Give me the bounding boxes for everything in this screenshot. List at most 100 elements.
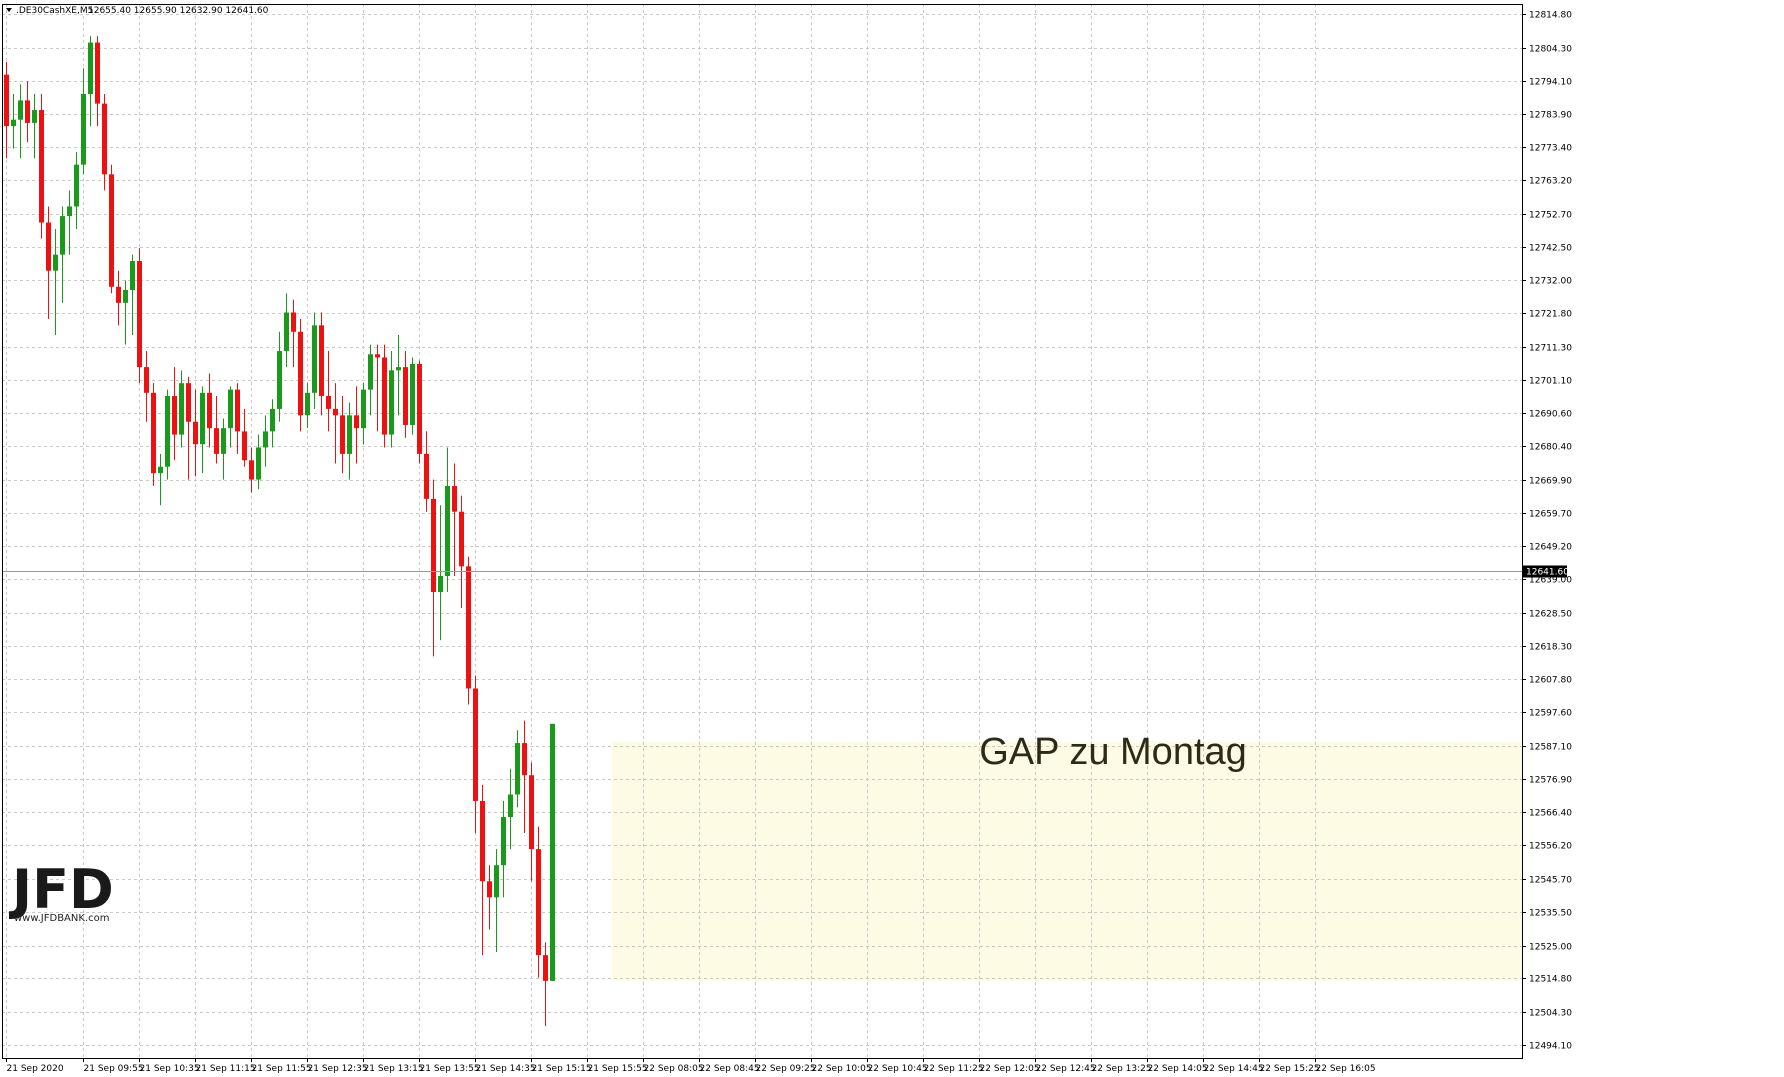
candle-body-bull [305, 392, 310, 416]
candle-body-bear [543, 955, 548, 981]
candle [459, 495, 464, 609]
current-price-layer: 12641.60 [2, 565, 1569, 578]
candle-body-bear [151, 392, 156, 474]
candle-body-bear [403, 367, 408, 425]
candle [389, 351, 394, 448]
candle [396, 334, 401, 416]
candle [501, 800, 506, 898]
candle [158, 453, 163, 506]
jfd-watermark: JFD www.JFDBANK.com [8, 858, 114, 924]
candle-body-bear [459, 511, 464, 567]
candle-body-bear [137, 261, 142, 368]
candle-body-bull [396, 367, 401, 371]
x-tick-label: 22 Sep 08:45 [700, 1064, 760, 1073]
gap-zone [612, 741, 1522, 981]
candle-body-bear [431, 498, 436, 593]
candle [473, 675, 478, 834]
candle [354, 386, 359, 464]
candle-body-bear [424, 453, 429, 499]
dropdown-triangle-icon[interactable] [6, 8, 12, 12]
y-tick-label: 12763.20 [1529, 177, 1572, 187]
x-tick-label: 21 Sep 11:15 [196, 1064, 256, 1073]
y-tick-label: 12742.50 [1529, 244, 1572, 254]
current-price-label: 12641.60 [1526, 568, 1569, 578]
candle [186, 376, 191, 480]
x-tick-label: 22 Sep 08:05 [644, 1064, 704, 1073]
candle [417, 360, 422, 464]
plot-frame [2, 4, 1523, 1059]
y-tick-label: 12639.00 [1529, 576, 1572, 586]
candle [508, 768, 513, 850]
y-tick-label: 12587.10 [1529, 743, 1572, 753]
candle-body-bear [4, 74, 9, 127]
candle-body-bear [522, 743, 527, 776]
candle [88, 36, 93, 127]
candle [4, 61, 9, 159]
candle [18, 84, 23, 159]
candle [536, 826, 541, 978]
candle-body-bull [284, 312, 289, 352]
candle [326, 351, 331, 432]
y-tick-label: 12649.20 [1529, 543, 1572, 553]
candle [214, 396, 219, 464]
candle-body-bull [32, 110, 37, 123]
candle-body-bear [172, 396, 177, 435]
candle [466, 556, 471, 705]
candle [284, 293, 289, 368]
x-tick-label: 22 Sep 09:25 [756, 1064, 816, 1073]
candle [67, 190, 72, 255]
x-tick-label: 22 Sep 13:25 [1092, 1064, 1152, 1073]
candle-body-bull [123, 289, 128, 303]
candle-body-bear [214, 428, 219, 454]
candle [298, 318, 303, 432]
x-tick-label: 22 Sep 15:25 [1260, 1064, 1320, 1073]
candle-body-bull [256, 447, 261, 480]
x-tick-label: 22 Sep 12:45 [1036, 1064, 1096, 1073]
candle-body-bull [130, 261, 135, 290]
candle [235, 383, 240, 454]
candle [193, 389, 198, 477]
jfd-url: www.JFDBANK.com [14, 913, 109, 924]
candles-layer [4, 36, 555, 1026]
candle-body-bear [473, 688, 478, 801]
x-tick-label: 21 Sep 2020 [7, 1064, 64, 1073]
y-tick-label: 12525.00 [1529, 943, 1572, 953]
y-tick-label: 12597.60 [1529, 709, 1572, 719]
candle-body-bull [445, 486, 450, 576]
y-tick-label: 12773.40 [1529, 144, 1572, 154]
y-tick-label: 12618.30 [1529, 643, 1572, 653]
y-tick-label: 12535.50 [1529, 909, 1572, 919]
candle-body-bear [480, 800, 485, 882]
candle-body-bull [18, 100, 23, 120]
candle [487, 865, 492, 930]
candle-body-bear [487, 881, 492, 898]
axes-layer: 12814.80 12804.30 12794.10 12783.90 12773.40… [2, 4, 1572, 1074]
candle-body-bull [263, 431, 268, 448]
candle-body-bear [333, 408, 338, 416]
candle-body-bear [186, 383, 191, 422]
candle-body-bull [53, 254, 58, 271]
candle [207, 373, 212, 448]
candle-body-bear [326, 396, 331, 409]
jfd-logo: JFD [8, 858, 114, 921]
candle [116, 270, 121, 326]
candle [347, 402, 352, 480]
candle [200, 386, 205, 474]
candle [130, 254, 135, 335]
y-tick-label: 12659.70 [1529, 510, 1572, 520]
candle [102, 93, 107, 191]
candle-body-bear [319, 325, 324, 397]
x-tick-label: 21 Sep 15:15 [532, 1064, 592, 1073]
x-tick-label: 21 Sep 09:55 [84, 1064, 144, 1073]
candle [270, 399, 275, 448]
candle [151, 383, 156, 487]
candle-body-bear [382, 357, 387, 435]
candle-body-bull [200, 392, 205, 445]
x-tick-label: 21 Sep 13:55 [420, 1064, 480, 1073]
candle [228, 386, 233, 448]
candle-body-bear [46, 222, 51, 271]
y-tick-label: 12669.90 [1529, 477, 1572, 487]
candle [382, 344, 387, 448]
